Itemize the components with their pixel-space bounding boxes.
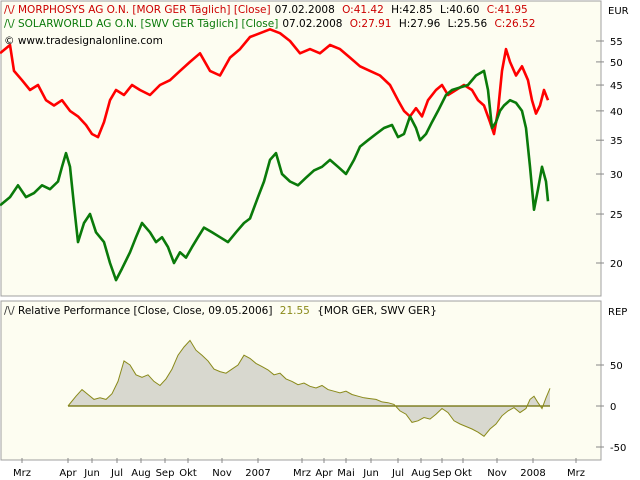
watermark: © www.tradesignalonline.com xyxy=(4,35,163,47)
relative-performance-symbols: {MOR GER, SWV GER} xyxy=(317,305,437,317)
relative-performance-icon: /\/ xyxy=(4,305,15,317)
upper-y-axis: 20 25 30 35 40 45 50 55 xyxy=(596,37,623,270)
upper-y-tick-label: 25 xyxy=(610,210,623,221)
legend-morphosys-name: MORPHOSYS AG O.N. [MOR GER Täglich] [Clo… xyxy=(18,4,271,16)
x-tick-label: Apr xyxy=(59,468,77,479)
upper-y-tick-label: 55 xyxy=(610,37,623,48)
upper-y-tick-label: 20 xyxy=(610,259,623,270)
relative-performance-legend[interactable]: /\/ Relative Performance [Close, Close, … xyxy=(4,305,437,317)
legend-morphosys-values: 07.02.2008 O:41.42 H:42.85 L:40.60 C:41.… xyxy=(275,4,528,16)
x-tick-label: 2007 xyxy=(245,468,270,479)
legend-solarworld-values: 07.02.2008 O:27.91 H:27.96 L:25.56 C:26.… xyxy=(282,18,535,30)
relative-performance-label: Relative Performance [Close, Close, 09.0… xyxy=(18,305,272,317)
legend-morphosys-high: H:42.85 xyxy=(391,4,433,16)
upper-unit-label: EUR xyxy=(608,6,629,17)
legend-morphosys-close: C:41.95 xyxy=(487,4,528,16)
legend-solarworld-open: O:27.91 xyxy=(350,18,392,30)
legend-morphosys-icon: /\/ xyxy=(4,4,15,16)
x-tick-label: Sep xyxy=(156,468,175,479)
x-tick-label: Okt xyxy=(454,468,472,479)
relative-performance-panel[interactable] xyxy=(0,300,602,461)
solarworld-line[interactable] xyxy=(0,69,550,282)
morphosys-line[interactable] xyxy=(0,28,550,139)
legend-morphosys-open: O:41.42 xyxy=(342,4,384,16)
series-layer xyxy=(0,28,551,437)
x-tick-label: Mrz xyxy=(293,468,311,479)
relative-performance-value: 21.55 xyxy=(280,305,310,317)
lower-y-tick-label: 50 xyxy=(610,361,623,372)
legend-solarworld-date: 07.02.2008 xyxy=(282,18,342,30)
relative-performance-area xyxy=(68,340,550,437)
x-tick-label: Mrz xyxy=(567,468,585,479)
x-tick-label: Jun xyxy=(362,468,379,479)
x-tick-label: Mai xyxy=(337,468,355,479)
x-tick-label: Aug xyxy=(131,468,151,479)
x-tick-label: Jul xyxy=(391,468,404,479)
legend-morphosys-date: 07.02.2008 xyxy=(275,4,335,16)
relative-performance-line[interactable] xyxy=(67,339,551,437)
upper-y-tick-label: 35 xyxy=(610,136,623,147)
legend-solarworld-close: C:26.52 xyxy=(494,18,535,30)
lower-y-tick-label: -50 xyxy=(610,443,626,454)
x-tick-label: Apr xyxy=(315,468,333,479)
x-tick-label: Nov xyxy=(212,468,232,479)
relative-performance-header: Relative Performance [Close, Close, 09.0… xyxy=(18,305,437,317)
x-tick-label: Sep xyxy=(433,468,452,479)
upper-y-tick-label: 50 xyxy=(610,58,623,69)
lower-y-axis: -50 0 50 xyxy=(596,361,626,454)
upper-y-tick-label: 30 xyxy=(610,170,623,181)
legend-solarworld-icon: /\/ xyxy=(4,18,15,30)
time-x-axis: Mrz Apr Jun Jul Aug Sep Okt Nov 2007 Mrz Apr Mai Jun… xyxy=(13,458,585,479)
x-tick-label: Jun xyxy=(83,468,100,479)
legend-solarworld-high: H:27.96 xyxy=(399,18,441,30)
lower-unit-label: REP xyxy=(608,307,627,318)
lower-y-tick-label: 0 xyxy=(610,402,616,413)
x-tick-label: Jul xyxy=(110,468,123,479)
x-tick-label: 2008 xyxy=(520,468,545,479)
x-tick-label: Mrz xyxy=(13,468,31,479)
legend-morphosys-low: L:40.60 xyxy=(440,4,479,16)
legend-solarworld-name: SOLARWORLD AG O.N. [SWV GER Täglich] [Cl… xyxy=(18,18,278,30)
upper-price-panel[interactable] xyxy=(0,0,602,297)
upper-y-tick-label: 40 xyxy=(610,107,623,118)
legend-solarworld-low: L:25.56 xyxy=(448,18,488,30)
x-tick-label: Okt xyxy=(179,468,197,479)
upper-y-tick-label: 45 xyxy=(610,81,623,92)
legend-solarworld[interactable]: /\/ SOLARWORLD AG O.N. [SWV GER Täglich]… xyxy=(4,18,278,30)
x-tick-label: Aug xyxy=(411,468,431,479)
x-tick-label: Nov xyxy=(487,468,507,479)
legend-morphosys[interactable]: /\/ MORPHOSYS AG O.N. [MOR GER Täglich] … xyxy=(4,4,271,16)
